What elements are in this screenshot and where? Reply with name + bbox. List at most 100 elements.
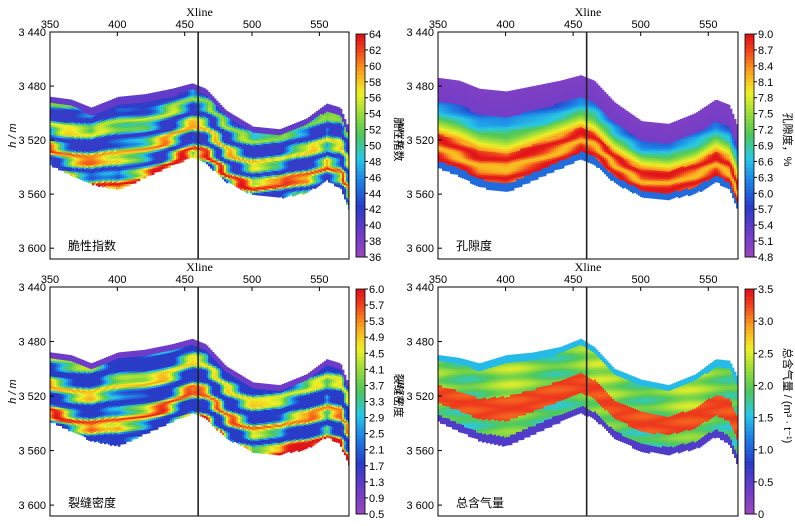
section-cell xyxy=(206,135,209,139)
section-cell xyxy=(206,115,209,119)
section-cell xyxy=(310,169,313,172)
section-cell xyxy=(266,131,269,135)
section-cell xyxy=(116,141,119,144)
section-cell xyxy=(302,126,305,129)
section-cell xyxy=(298,187,301,191)
section-cell xyxy=(306,180,309,183)
section-cell xyxy=(306,122,309,125)
section-cell xyxy=(86,137,89,141)
section-cell xyxy=(288,183,291,187)
section-cell xyxy=(190,137,193,141)
section-cell xyxy=(98,128,101,132)
section-cell xyxy=(134,171,137,174)
section-cell xyxy=(300,132,303,136)
section-cell xyxy=(200,98,203,102)
section-cell xyxy=(274,144,277,148)
section-cell xyxy=(162,90,165,93)
section-cell xyxy=(242,140,245,143)
section-cell xyxy=(178,90,181,94)
section-cell xyxy=(142,176,145,179)
section-cell xyxy=(118,120,121,124)
section-cell xyxy=(214,102,217,105)
section-cell xyxy=(302,124,305,127)
section-cell xyxy=(234,125,237,129)
section-cell xyxy=(182,137,185,141)
section-cell xyxy=(112,115,115,118)
section-cell xyxy=(102,137,105,140)
section-cell xyxy=(72,106,75,109)
section-cell xyxy=(204,126,207,129)
section-cell xyxy=(56,121,59,125)
section-cell xyxy=(242,170,245,173)
section-cell xyxy=(150,139,153,142)
section-cell xyxy=(248,152,251,155)
section-cell xyxy=(96,109,99,112)
section-cell xyxy=(194,88,197,91)
section-cell xyxy=(84,167,87,170)
section-cell xyxy=(186,142,189,146)
section-cell xyxy=(112,143,115,146)
section-cell xyxy=(256,148,259,152)
section-cell xyxy=(228,152,231,155)
section-cell xyxy=(222,119,225,122)
section-cell xyxy=(260,189,263,192)
section-cell xyxy=(164,114,167,117)
section-cell xyxy=(292,190,295,193)
section-cell xyxy=(60,130,63,133)
section-cell xyxy=(148,149,151,152)
section-cell xyxy=(250,149,253,152)
section-cell xyxy=(52,123,55,126)
section-cell xyxy=(258,187,261,190)
section-cell xyxy=(138,148,141,152)
section-cell xyxy=(110,111,113,115)
section-cell xyxy=(286,140,289,143)
section-cell xyxy=(164,96,167,99)
section-cell xyxy=(118,178,121,182)
section-cell xyxy=(270,152,273,155)
section-cell xyxy=(82,160,85,163)
section-cell xyxy=(248,188,251,191)
section-cell xyxy=(222,137,225,140)
section-cell xyxy=(214,98,217,101)
section-cell xyxy=(252,152,255,155)
section-cell xyxy=(144,144,147,147)
section-cell xyxy=(288,163,291,167)
section-cell xyxy=(106,105,109,108)
section-cell xyxy=(308,172,311,176)
section-cell xyxy=(76,149,79,153)
section-cell xyxy=(172,152,175,155)
section-cell xyxy=(126,109,129,113)
section-cell xyxy=(248,170,251,173)
section-cell xyxy=(50,108,53,112)
section-cell xyxy=(252,136,255,139)
section-cell xyxy=(262,127,265,130)
section-cell xyxy=(220,108,223,112)
section-cell xyxy=(106,157,109,160)
section-cell xyxy=(184,113,187,116)
section-cell xyxy=(168,145,171,148)
section-cell xyxy=(250,185,253,188)
section-cell xyxy=(58,155,61,159)
section-cell xyxy=(240,173,243,176)
section-cell xyxy=(232,136,235,139)
section-cell xyxy=(218,122,221,126)
section-cell xyxy=(198,123,201,127)
section-cell xyxy=(166,147,169,151)
section-cell xyxy=(216,164,219,168)
section-cell xyxy=(82,126,85,129)
section-cell xyxy=(142,132,145,135)
section-cell xyxy=(106,113,109,116)
section-cell xyxy=(102,167,105,170)
section-cell xyxy=(114,146,117,149)
section-cell xyxy=(58,115,61,119)
section-cell xyxy=(144,176,147,179)
section-cell xyxy=(168,159,171,162)
section-cell xyxy=(240,143,243,146)
section-cell xyxy=(112,161,115,164)
section-cell xyxy=(150,109,153,112)
section-cell xyxy=(252,154,255,157)
section-cell xyxy=(308,132,311,136)
section-cell xyxy=(234,181,237,185)
section-cell xyxy=(118,100,121,104)
section-cell xyxy=(212,140,215,143)
